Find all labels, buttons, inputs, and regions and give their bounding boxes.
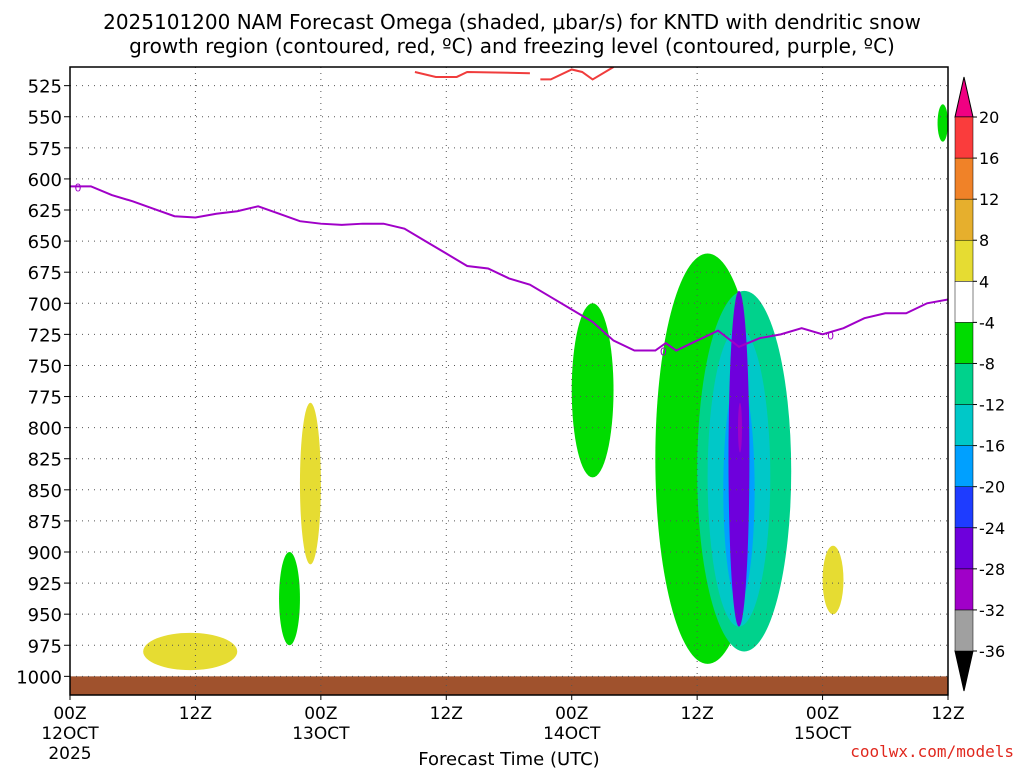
colorbar-label-13: -36 xyxy=(979,642,1005,661)
y-tick-label-650: 650 xyxy=(28,232,62,253)
colorbar-label-1: 16 xyxy=(979,149,999,168)
colorbar-box-3 xyxy=(954,527,974,570)
x-tick-label-24-1: 13OCT xyxy=(292,724,350,744)
x-tick-label-84-0: 12Z xyxy=(931,704,964,724)
colorbar-box-13 xyxy=(954,116,974,159)
grid-lines xyxy=(69,67,949,695)
omega-region-10 xyxy=(279,551,300,646)
x-tick-label-24-0: 00Z xyxy=(304,704,337,724)
freezing-level-line xyxy=(70,185,948,352)
y-tick-label-625: 625 xyxy=(28,201,62,222)
y-axis: 525 550 575 600 625 650 675 700 725 750 775 800 825 8… xyxy=(16,77,70,688)
omega-region-7 xyxy=(299,402,321,565)
colorbar-label-0: 20 xyxy=(979,108,999,127)
colorbar: 20 16 12 8 4 -4 -8 -12 -16 -20 -24 -28 -32 -36 xyxy=(954,76,1005,692)
omega-region-5 xyxy=(737,402,742,453)
colorbar-label-9: -20 xyxy=(979,478,1005,497)
y-tick-label-725: 725 xyxy=(28,325,62,346)
omega-region-11 xyxy=(937,104,948,142)
colorbar-label-3: 8 xyxy=(979,231,989,250)
plot-frame xyxy=(69,66,949,696)
colorbar-box-2 xyxy=(954,568,974,611)
y-tick-label-950: 950 xyxy=(28,605,62,626)
dgz-contour-a xyxy=(414,70,530,78)
y-tick-label-850: 850 xyxy=(28,481,62,502)
y-tick-label-550: 550 xyxy=(28,108,62,129)
dgz-contour-b xyxy=(540,67,615,81)
x-tick-label-60-0: 12Z xyxy=(681,704,714,724)
x-tick-label-72-1: 15OCT xyxy=(794,724,852,744)
colorbar-box-8 xyxy=(954,322,974,364)
chart-title-line2: growth region (contoured, red, ºC) and f… xyxy=(129,34,895,58)
y-tick-label-800: 800 xyxy=(28,419,62,440)
x-tick-label-36-0: 12Z xyxy=(430,704,463,724)
y-tick-label-925: 925 xyxy=(28,574,62,595)
colorbar-box-11 xyxy=(954,198,974,241)
colorbar-box-4 xyxy=(954,486,974,529)
x-tick-label-72-0: 00Z xyxy=(806,704,839,724)
y-tick-label-675: 675 xyxy=(28,263,62,284)
colorbar-label-10: -24 xyxy=(979,519,1005,538)
x-tick-label-12-0: 12Z xyxy=(179,704,212,724)
colorbar-label-4: 4 xyxy=(979,272,989,291)
colorbar-top-arrow xyxy=(954,76,974,118)
freezing-level-label-1: 0 xyxy=(660,346,667,359)
colorbar-box-10 xyxy=(954,239,974,282)
colorbar-label-7: -12 xyxy=(979,396,1005,415)
colorbar-bottom-arrow xyxy=(954,650,974,692)
colorbar-label-2: 12 xyxy=(979,190,999,209)
y-tick-label-1000: 1000 xyxy=(16,667,62,688)
omega-region-8 xyxy=(143,632,238,671)
x-tick-label-48-1: 14OCT xyxy=(543,724,601,744)
y-tick-label-700: 700 xyxy=(28,294,62,315)
x-axis-label: Forecast Time (UTC) xyxy=(418,749,599,768)
colorbar-box-9 xyxy=(954,281,974,323)
colorbar-label-5: -4 xyxy=(979,313,995,332)
y-tick-label-875: 875 xyxy=(28,512,62,533)
colorbar-label-12: -32 xyxy=(979,601,1005,620)
colorbar-box-12 xyxy=(954,157,974,200)
y-tick-label-750: 750 xyxy=(28,356,62,377)
omega-region-4 xyxy=(728,290,750,627)
watermark: coolwx.com/models xyxy=(850,742,1014,761)
colorbar-box-5 xyxy=(954,445,974,487)
x-tick-label-0-2: 2025 xyxy=(48,744,91,764)
contour-lines: 0 0 0 xyxy=(70,67,948,359)
chart-title-line1: 2025101200 NAM Forecast Omega (shaded, μ… xyxy=(103,10,921,34)
colorbar-label-11: -28 xyxy=(979,560,1005,579)
freezing-level-label-2: 0 xyxy=(827,329,834,342)
freezing-level-label-0: 0 xyxy=(75,181,82,194)
x-tick-label-0-1: 12OCT xyxy=(41,724,99,744)
x-tick-label-48-0: 00Z xyxy=(555,704,588,724)
omega-region-9 xyxy=(822,545,844,615)
y-tick-label-600: 600 xyxy=(28,170,62,191)
colorbar-label-6: -8 xyxy=(979,354,995,373)
colorbar-box-6 xyxy=(954,404,974,446)
colorbar-box-7 xyxy=(954,363,974,405)
omega-region-6 xyxy=(571,303,614,478)
x-tick-label-0-0: 00Z xyxy=(53,704,86,724)
y-tick-label-975: 975 xyxy=(28,636,62,657)
y-tick-label-525: 525 xyxy=(28,77,62,98)
y-tick-label-825: 825 xyxy=(28,450,62,471)
y-tick-label-575: 575 xyxy=(28,139,62,160)
y-tick-label-900: 900 xyxy=(28,543,62,564)
colorbar-box-1 xyxy=(954,609,974,652)
terrain-strip xyxy=(70,676,948,695)
y-tick-label-775: 775 xyxy=(28,388,62,409)
colorbar-label-8: -16 xyxy=(979,437,1005,456)
omega-shading xyxy=(70,104,948,695)
